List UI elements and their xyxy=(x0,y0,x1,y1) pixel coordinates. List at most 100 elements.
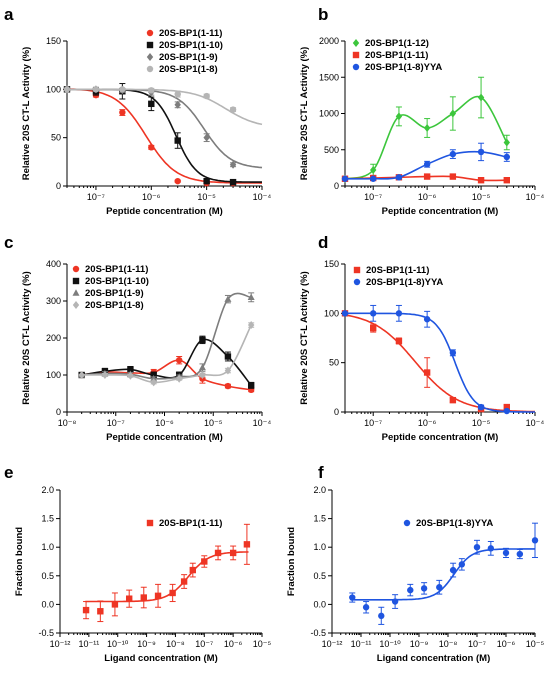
series-20s-bp1-1-8-yya: 20S-BP1(1-8)YYA xyxy=(349,518,539,625)
y-axis-label: Relative 20S CT-L Activity (%) xyxy=(299,271,310,405)
data-point xyxy=(487,545,495,552)
legend-label: 20S-BP1(1-8) xyxy=(85,300,144,311)
data-point xyxy=(101,371,109,379)
legend-marker xyxy=(352,39,360,47)
data-point xyxy=(503,138,510,147)
data-point xyxy=(229,106,237,113)
data-point xyxy=(477,93,485,102)
data-point xyxy=(119,86,126,93)
data-point xyxy=(502,549,510,557)
x-tick-label: 10⁻⁶ xyxy=(142,192,161,202)
fit-curve xyxy=(350,548,535,601)
legend-marker xyxy=(353,278,361,286)
legend-label: 20S-BP1(1-11) xyxy=(159,518,222,529)
data-point xyxy=(214,549,222,557)
series-20s-bp1-1-8: 20S-BP1(1-8) xyxy=(72,300,255,387)
data-point xyxy=(203,133,210,142)
x-axis-label: Ligand concentration (M) xyxy=(377,653,490,664)
y-tick-label: 2.0 xyxy=(313,485,326,495)
data-point xyxy=(175,374,183,383)
data-point xyxy=(503,403,510,411)
data-point xyxy=(423,369,431,376)
y-tick-label: 50 xyxy=(51,133,61,143)
data-point xyxy=(169,589,176,597)
data-point xyxy=(243,541,251,548)
y-tick-label: -0.5 xyxy=(310,628,326,638)
legend-label: 20S-BP1(1-10) xyxy=(85,276,149,287)
data-point xyxy=(127,371,134,380)
data-point xyxy=(224,295,232,302)
x-tick-label: 10⁻⁴ xyxy=(253,418,272,428)
data-point xyxy=(148,100,155,108)
x-tick-label: 10⁻⁶ xyxy=(155,418,174,428)
legend-marker xyxy=(353,266,361,274)
fit-curve xyxy=(344,314,535,413)
panel-a: a 0 50 100 150 10⁻⁷ 10⁻⁶ 10⁻⁵ 10⁻⁴ Peptide concen… xyxy=(4,5,271,217)
y-tick-label: 1500 xyxy=(319,72,339,82)
fit-curve xyxy=(67,88,263,126)
data-point xyxy=(477,403,485,411)
x-tick-label: 10⁻⁷ xyxy=(87,192,105,202)
panel-label: d xyxy=(318,233,328,252)
data-point xyxy=(420,585,428,592)
data-point xyxy=(224,382,232,390)
y-tick-label: 50 xyxy=(329,358,339,368)
x-tick-label: 10⁻⁵ xyxy=(472,192,491,202)
fit-curve xyxy=(67,88,263,169)
series-20s-bp1-1-8: 20S-BP1(1-8) xyxy=(63,64,263,126)
data-point xyxy=(449,150,457,158)
legend-marker xyxy=(352,63,360,71)
data-point xyxy=(154,592,162,600)
data-point xyxy=(224,353,232,360)
data-point xyxy=(174,137,181,144)
legend-marker xyxy=(403,519,411,527)
legend-marker xyxy=(146,41,154,49)
legend-marker xyxy=(146,53,154,61)
y-tick-label: 300 xyxy=(46,296,61,306)
x-tick-label: 10⁻⁶ xyxy=(224,639,243,649)
data-point xyxy=(503,177,510,184)
x-tick-label: 10⁻⁶ xyxy=(418,418,437,428)
data-point xyxy=(224,366,232,375)
y-tick-label: 0.5 xyxy=(313,571,326,581)
legend-label: 20S-BP1(1-8)YYA xyxy=(416,518,493,529)
y-axis-label: Fraction bound xyxy=(14,527,25,596)
y-tick-label: 0 xyxy=(56,407,61,417)
data-point xyxy=(477,148,485,156)
data-point xyxy=(458,561,466,568)
y-axis-label: Relative 20S CT-L Activity (%) xyxy=(21,271,32,405)
y-tick-label: 200 xyxy=(46,333,61,343)
data-point xyxy=(423,173,431,180)
data-point xyxy=(349,594,356,601)
data-point xyxy=(407,586,414,594)
data-point xyxy=(229,549,237,557)
y-tick-label: 100 xyxy=(46,84,61,94)
legend-marker xyxy=(72,301,80,309)
fit-curve xyxy=(345,312,535,413)
y-tick-label: 1.0 xyxy=(313,542,326,552)
x-tick-label: 10⁻⁹ xyxy=(410,639,429,649)
legend-label: 20S-BP1(1-8) xyxy=(159,64,218,75)
data-point xyxy=(503,153,510,161)
y-tick-label: 150 xyxy=(46,36,61,46)
x-tick-label: 10⁻¹¹ xyxy=(78,639,99,649)
legend-marker xyxy=(146,65,154,73)
data-point xyxy=(247,321,255,330)
x-tick-label: 10⁻¹⁰ xyxy=(379,639,401,649)
legend-label: 20S-BP1(1-12) xyxy=(365,38,429,49)
y-tick-label: 100 xyxy=(324,308,339,318)
data-point xyxy=(449,396,457,404)
x-tick-label: 10⁻⁴ xyxy=(526,418,545,428)
x-axis-label: Peptide concentration (M) xyxy=(106,206,223,217)
legend-marker xyxy=(352,51,360,59)
y-axis-label: Fraction bound xyxy=(286,527,297,596)
legend-label: 20S-BP1(1-11) xyxy=(366,265,429,276)
data-point xyxy=(516,550,524,558)
x-tick-label: 10⁻⁶ xyxy=(418,192,437,202)
data-point xyxy=(477,177,485,184)
series-20s-bp1-1-8-yya: 20S-BP1(1-8)YYA xyxy=(341,277,535,415)
legend-marker xyxy=(146,29,154,37)
data-point xyxy=(180,578,188,585)
data-point xyxy=(395,174,403,181)
